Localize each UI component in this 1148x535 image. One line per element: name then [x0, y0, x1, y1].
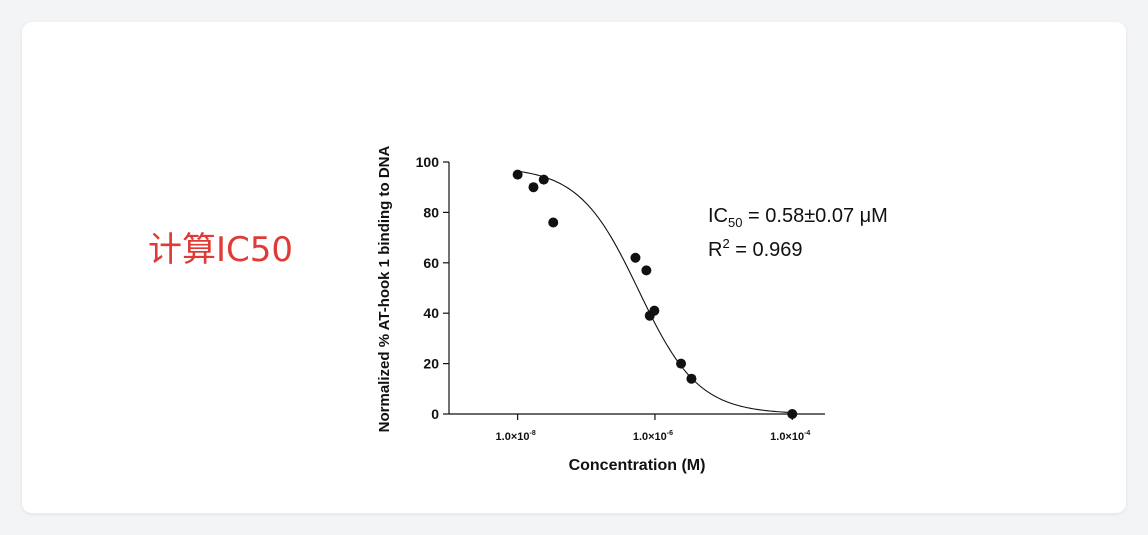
y-tick-label: 40	[423, 305, 439, 321]
content-card	[22, 22, 1126, 513]
y-ticks: 0 20 40 60 80 100	[416, 154, 449, 422]
r2-superscript: 2	[722, 236, 729, 251]
ic50-calculation-label: 计算IC50	[148, 230, 294, 270]
x-tick-label: 1.0×10-8	[496, 430, 536, 443]
x-tick-label: 1.0×10-4	[770, 430, 810, 443]
x-axis-label: Concentration (M)	[569, 457, 706, 474]
y-axis-label: Normalized % AT-hook 1 binding to DNA	[376, 146, 393, 433]
r2-prefix: R	[708, 239, 722, 261]
data-point	[528, 182, 539, 193]
r2-annotation: R2 = 0.969	[708, 236, 803, 261]
data-point	[630, 252, 641, 263]
ic50-subscript: 50	[728, 215, 742, 230]
x-tick-label: 1.0×10-6	[633, 430, 673, 443]
data-points	[512, 169, 798, 419]
data-point	[649, 305, 660, 316]
x-ticks: 1.0×10-8 1.0×10-6 1.0×10-4	[496, 414, 810, 443]
y-tick-label: 20	[423, 356, 439, 372]
ic50-prefix: IC	[708, 205, 728, 227]
fit-curve	[517, 170, 793, 414]
data-point	[787, 409, 798, 419]
data-point	[641, 265, 652, 276]
data-point	[686, 373, 697, 384]
ic50-annotation: IC50 = 0.58±0.07 μM	[708, 205, 888, 230]
data-point	[538, 174, 549, 185]
y-tick-label: 100	[416, 154, 440, 170]
data-point	[548, 217, 559, 228]
data-point	[676, 358, 687, 369]
y-tick-label: 80	[423, 204, 439, 220]
ic50-value: = 0.58±0.07 μM	[742, 205, 887, 227]
data-point	[512, 169, 523, 180]
r2-value: = 0.969	[730, 239, 803, 261]
y-tick-label: 0	[431, 406, 439, 422]
y-tick-label: 60	[423, 255, 439, 271]
